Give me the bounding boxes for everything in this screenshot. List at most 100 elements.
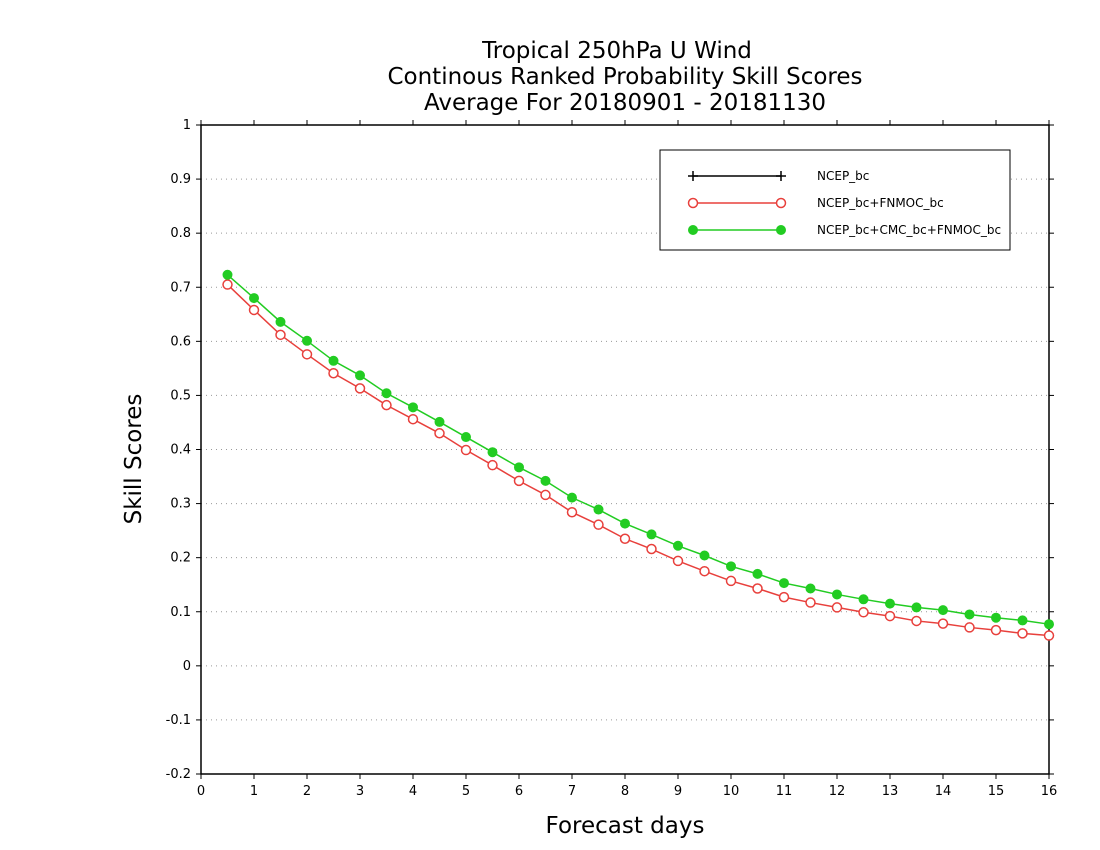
data-point: [301, 349, 313, 360]
x-tick-label: 3: [356, 784, 364, 799]
data-point: [911, 602, 922, 613]
data-point: [593, 504, 604, 515]
y-tick-label: 0.5: [170, 388, 191, 403]
y-tick-label: 0.3: [170, 497, 191, 512]
x-tick-label: 14: [935, 784, 952, 799]
chart-title-line-2: Continous Ranked Probability Skill Score…: [387, 64, 862, 90]
data-point: [832, 589, 842, 600]
x-tick-label: 10: [723, 784, 740, 799]
data-point: [381, 388, 392, 399]
x-tick-label: 2: [303, 784, 311, 799]
data-point: [1017, 628, 1028, 639]
y-axis-ticks: -0.2 -0.1 0 0.1 0.2 0.3 0.4 0.5 0.6 0.7 0.8 0.9 1: [166, 118, 1054, 782]
data-point: [646, 543, 657, 555]
gridlines: [201, 178, 1049, 721]
y-tick-label: 0.8: [170, 226, 191, 241]
data-point: [831, 602, 843, 613]
y-tick-label: 0.7: [170, 280, 191, 295]
data-point: [673, 540, 683, 551]
x-tick-label: 16: [1041, 784, 1058, 799]
data-point: [381, 399, 392, 411]
legend-label: NCEP_bc+FNMOC_bc: [817, 196, 944, 210]
data-point: [275, 329, 286, 341]
data-point: [248, 304, 260, 316]
series-3: [222, 269, 1054, 630]
data-point: [513, 475, 525, 487]
data-point: [911, 615, 922, 627]
data-point: [619, 533, 631, 544]
y-tick-label: 1: [183, 118, 191, 133]
y-tick-label: -0.1: [166, 713, 191, 728]
data-point: [726, 561, 736, 572]
data-point: [249, 293, 259, 304]
data-point: [858, 594, 869, 605]
data-point: [990, 624, 1002, 636]
series-2: [222, 279, 1055, 641]
data-point: [672, 555, 684, 567]
data-point: [567, 492, 577, 503]
data-point: [938, 605, 948, 616]
data-point: [805, 583, 816, 594]
data-point: [646, 529, 657, 540]
y-tick-label: 0.9: [170, 172, 191, 187]
data-point: [222, 279, 233, 290]
legend-marker: [776, 171, 786, 181]
x-tick-label: 6: [515, 784, 523, 799]
x-tick-label: 12: [829, 784, 846, 799]
x-tick-label: 0: [197, 784, 205, 799]
chart-title-line-1: Tropical 250hPa U Wind: [481, 38, 752, 64]
data-point: [699, 550, 710, 561]
data-point: [302, 335, 312, 346]
y-axis-label: Skill Scores: [121, 394, 147, 525]
data-point: [885, 598, 895, 609]
data-point: [725, 575, 737, 587]
x-tick-label: 7: [568, 784, 576, 799]
data-point: [540, 475, 551, 486]
chart-title: Tropical 250hPa U Wind Continous Ranked …: [387, 38, 862, 116]
x-tick-label: 9: [674, 784, 682, 799]
data-point: [778, 591, 790, 603]
y-tick-label: 0.2: [170, 551, 191, 566]
legend-label: NCEP_bc+CMC_bc+FNMOC_bc: [817, 223, 1001, 237]
data-point: [964, 622, 975, 633]
legend-item-2: NCEP_bc+FNMOC_bc: [687, 196, 944, 210]
legend-box: [659, 149, 1011, 251]
data-point: [460, 444, 472, 456]
x-tick-label: 5: [462, 784, 470, 799]
y-tick-label: 0.6: [170, 334, 191, 349]
legend-item-3: NCEP_bc+CMC_bc+FNMOC_bc: [688, 223, 1001, 237]
legend-label: NCEP_bc: [817, 169, 869, 183]
data-point: [1017, 615, 1028, 626]
data-point: [487, 459, 498, 471]
data-point: [620, 518, 630, 529]
data-point: [355, 370, 365, 381]
data-point: [752, 583, 763, 594]
legend-item-1: NCEP_bc: [688, 169, 869, 183]
legend: NCEP_bc NCEP_bc+FNMOC_bc NCEP_bc+CMC_bc+FN…: [659, 149, 1011, 251]
data-point: [937, 618, 949, 629]
x-tick-label: 8: [621, 784, 629, 799]
x-axis-label: Forecast days: [546, 813, 705, 839]
data-point: [540, 489, 551, 501]
series-line: [226, 284, 1050, 637]
data-point: [354, 383, 366, 394]
data-point: [805, 597, 816, 608]
data-point: [514, 462, 524, 473]
data-point: [699, 565, 710, 577]
y-tick-label: -0.2: [166, 767, 191, 782]
y-tick-label: 0.4: [170, 443, 191, 458]
x-tick-label: 13: [882, 784, 899, 799]
data-point: [487, 447, 498, 458]
data-point: [407, 413, 419, 425]
data-point: [434, 416, 445, 427]
data-point: [408, 402, 418, 413]
series-layer: [222, 269, 1055, 641]
data-point: [884, 610, 896, 622]
data-point: [593, 519, 604, 530]
x-tick-label: 11: [776, 784, 793, 799]
legend-marker: [688, 225, 698, 235]
y-tick-label: 0: [183, 659, 191, 674]
x-axis-ticks: 0 1 2 3 4 5 6 7 8 9 10 11 12 13 14 15 16: [197, 120, 1057, 799]
data-point: [779, 578, 789, 589]
